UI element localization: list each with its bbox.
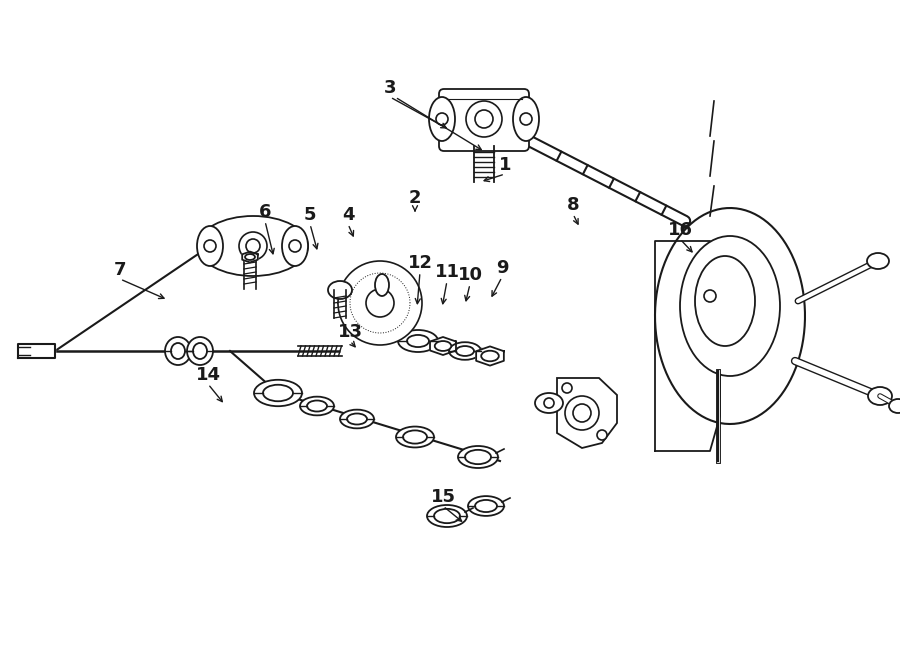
Circle shape xyxy=(338,261,422,345)
Circle shape xyxy=(597,430,607,440)
Text: 12: 12 xyxy=(408,254,433,272)
Text: 6: 6 xyxy=(259,203,271,221)
Text: 2: 2 xyxy=(409,189,421,207)
Circle shape xyxy=(204,240,216,252)
Ellipse shape xyxy=(482,351,499,362)
Ellipse shape xyxy=(513,97,539,141)
Ellipse shape xyxy=(535,393,563,413)
Ellipse shape xyxy=(165,337,191,365)
Text: 14: 14 xyxy=(195,366,220,384)
Polygon shape xyxy=(242,252,257,262)
Polygon shape xyxy=(476,346,504,366)
Ellipse shape xyxy=(695,256,755,346)
Ellipse shape xyxy=(282,226,308,266)
Ellipse shape xyxy=(375,274,389,296)
Ellipse shape xyxy=(889,399,900,413)
Circle shape xyxy=(289,240,301,252)
Ellipse shape xyxy=(434,509,460,523)
Circle shape xyxy=(436,113,448,125)
Text: 15: 15 xyxy=(430,488,455,506)
Circle shape xyxy=(366,289,394,317)
Text: 9: 9 xyxy=(496,259,508,277)
Ellipse shape xyxy=(449,342,481,360)
Ellipse shape xyxy=(427,505,467,527)
Circle shape xyxy=(562,383,572,393)
Ellipse shape xyxy=(398,330,438,352)
Circle shape xyxy=(565,396,599,430)
Polygon shape xyxy=(430,337,456,355)
Ellipse shape xyxy=(300,397,334,415)
Text: 16: 16 xyxy=(668,221,692,239)
Ellipse shape xyxy=(245,254,255,260)
Ellipse shape xyxy=(468,496,504,516)
Circle shape xyxy=(520,113,532,125)
Polygon shape xyxy=(18,344,55,358)
Text: 1: 1 xyxy=(499,156,511,174)
Polygon shape xyxy=(655,208,805,424)
Text: 5: 5 xyxy=(304,206,316,224)
Ellipse shape xyxy=(198,216,308,276)
Text: 3: 3 xyxy=(383,79,396,97)
Ellipse shape xyxy=(340,410,374,428)
Polygon shape xyxy=(557,378,617,448)
Text: 10: 10 xyxy=(457,266,482,284)
Ellipse shape xyxy=(171,343,185,359)
Circle shape xyxy=(246,239,260,253)
Circle shape xyxy=(475,110,493,128)
Ellipse shape xyxy=(435,341,451,351)
Polygon shape xyxy=(655,241,720,451)
Ellipse shape xyxy=(458,446,498,468)
Ellipse shape xyxy=(867,253,889,269)
Ellipse shape xyxy=(347,414,367,424)
Ellipse shape xyxy=(407,335,429,347)
Text: 11: 11 xyxy=(435,263,460,281)
Text: 13: 13 xyxy=(338,323,363,341)
Ellipse shape xyxy=(307,401,327,412)
Ellipse shape xyxy=(193,343,207,359)
Ellipse shape xyxy=(429,97,455,141)
Text: 4: 4 xyxy=(342,206,355,224)
Ellipse shape xyxy=(254,380,302,407)
Text: 7: 7 xyxy=(113,261,126,279)
Ellipse shape xyxy=(403,430,427,444)
Circle shape xyxy=(239,232,267,260)
Text: 8: 8 xyxy=(567,196,580,214)
Ellipse shape xyxy=(868,387,892,405)
Circle shape xyxy=(573,404,591,422)
Ellipse shape xyxy=(328,281,352,299)
Ellipse shape xyxy=(456,346,474,356)
Ellipse shape xyxy=(465,450,491,464)
Circle shape xyxy=(466,101,502,137)
Ellipse shape xyxy=(197,226,223,266)
Ellipse shape xyxy=(396,426,434,447)
Ellipse shape xyxy=(263,385,293,401)
Circle shape xyxy=(704,290,716,302)
Ellipse shape xyxy=(680,236,780,376)
Circle shape xyxy=(544,398,554,408)
Ellipse shape xyxy=(187,337,213,365)
Ellipse shape xyxy=(475,500,497,512)
FancyBboxPatch shape xyxy=(439,89,529,151)
